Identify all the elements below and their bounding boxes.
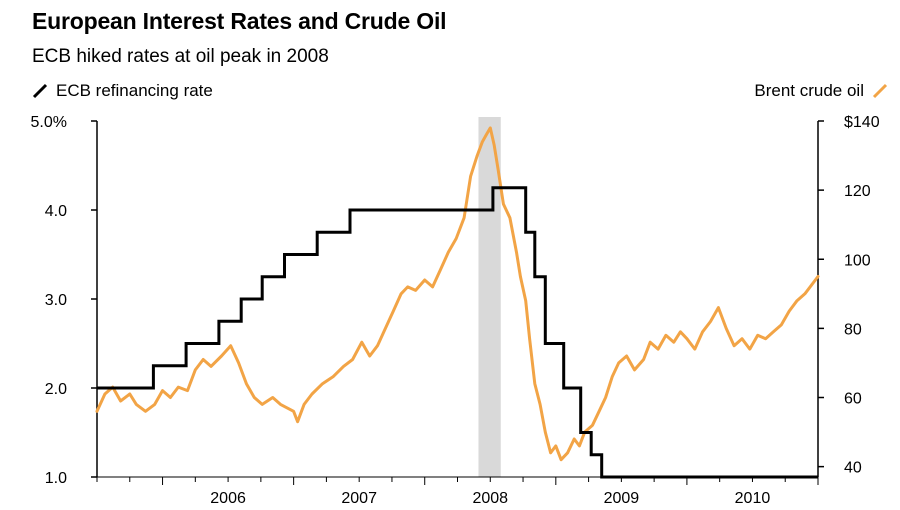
x-tick-label: 2007 [341, 490, 377, 507]
x-tick-label: 2009 [604, 490, 640, 507]
x-tick-label: 2008 [472, 490, 508, 507]
shaded-period [478, 117, 501, 477]
right-tick-label: $140 [844, 114, 880, 131]
legend-ecb: ECB refinancing rate [32, 81, 213, 101]
legend-brent: Brent crude oil [754, 81, 888, 101]
ecb-legend-swatch-icon [32, 83, 48, 99]
x-tick-label: 2006 [210, 490, 246, 507]
left-tick-label: 1.0 [45, 470, 67, 487]
legend-brent-label: Brent crude oil [754, 81, 864, 100]
right-tick-label: 40 [844, 460, 862, 477]
ecb-rate-line [97, 186, 818, 479]
x-tick-label: 2010 [735, 490, 771, 507]
right-tick-label: 100 [844, 252, 871, 269]
legend-ecb-label: ECB refinancing rate [56, 81, 213, 100]
left-tick-label: 4.0 [45, 203, 67, 220]
right-tick-label: 60 [844, 391, 862, 408]
left-tick-label: 5.0% [31, 114, 67, 131]
right-tick-label: 80 [844, 321, 862, 338]
chart-title: European Interest Rates and Crude Oil [32, 8, 447, 34]
chart-subtitle: ECB hiked rates at oil peak in 2008 [32, 46, 329, 67]
left-tick-label: 2.0 [45, 381, 67, 398]
left-tick-label: 3.0 [45, 292, 67, 309]
brent-legend-swatch-icon [872, 83, 888, 99]
right-tick-label: 120 [844, 183, 871, 200]
brent-crude-line [95, 126, 820, 462]
